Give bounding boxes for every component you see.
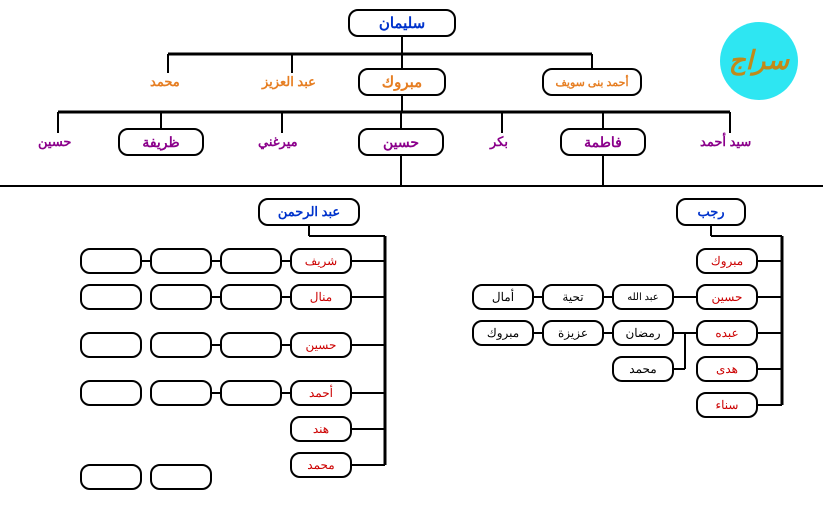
abdu-aziza: عزيزة bbox=[542, 320, 604, 346]
g3-sayedahmad: سيد أحمد bbox=[700, 134, 751, 150]
g3-hussein-t: حسين bbox=[38, 134, 71, 150]
root-suleiman: سليمان bbox=[348, 9, 456, 37]
g3-zarifa: ظريفة bbox=[118, 128, 204, 156]
hus-abdallah: عبد الله bbox=[612, 284, 674, 310]
abdu-mabrouk: مبروك bbox=[472, 320, 534, 346]
empty-6 bbox=[80, 284, 142, 310]
g3-hussein: حسين bbox=[358, 128, 444, 156]
hus-tahiya: تحية bbox=[542, 284, 604, 310]
g4-abdulrahman: عبد الرحمن bbox=[258, 198, 360, 226]
empty-1 bbox=[220, 248, 282, 274]
empty-10 bbox=[220, 380, 282, 406]
rj-mabrouk: مبروك bbox=[696, 248, 758, 274]
g4-rajab: رجب bbox=[676, 198, 746, 226]
ar-ahmad: أحمد bbox=[290, 380, 352, 406]
g3-fatima: فاطمة bbox=[560, 128, 646, 156]
rj-huda: هدى bbox=[696, 356, 758, 382]
g3-mirghani: ميرغني bbox=[258, 134, 298, 150]
empty-11 bbox=[150, 380, 212, 406]
g2-mohammed: محمد bbox=[150, 74, 180, 90]
ar-hind: هند bbox=[290, 416, 352, 442]
ar-sharif: شريف bbox=[290, 248, 352, 274]
abdu-mohammed: محمد bbox=[612, 356, 674, 382]
empty-12 bbox=[80, 380, 142, 406]
empty-9 bbox=[80, 332, 142, 358]
rj-hussein: حسين bbox=[696, 284, 758, 310]
g3-bakr: بكر bbox=[490, 134, 508, 150]
empty-7 bbox=[220, 332, 282, 358]
empty-5 bbox=[150, 284, 212, 310]
abdu-ramadan: رمضان bbox=[612, 320, 674, 346]
empty-3 bbox=[80, 248, 142, 274]
logo-circle: سراج bbox=[720, 22, 798, 100]
hus-amal: أمال bbox=[472, 284, 534, 310]
g2-ahmad-banisuef: أحمد بنى سويف bbox=[542, 68, 642, 96]
empty-8 bbox=[150, 332, 212, 358]
full-width-line bbox=[0, 185, 823, 187]
g2-mabrouk: مبروك bbox=[358, 68, 446, 96]
g2-abdulaziz: عبد العزيز bbox=[262, 74, 316, 90]
ar-hussein: حسين bbox=[290, 332, 352, 358]
empty-13 bbox=[150, 464, 212, 490]
rj-abdu: عبده bbox=[696, 320, 758, 346]
ar-manal: منال bbox=[290, 284, 352, 310]
empty-14 bbox=[80, 464, 142, 490]
rj-sanaa: سناء bbox=[696, 392, 758, 418]
empty-2 bbox=[150, 248, 212, 274]
ar-mohammed: محمد bbox=[290, 452, 352, 478]
logo-text: سراج bbox=[729, 46, 789, 76]
empty-4 bbox=[220, 284, 282, 310]
